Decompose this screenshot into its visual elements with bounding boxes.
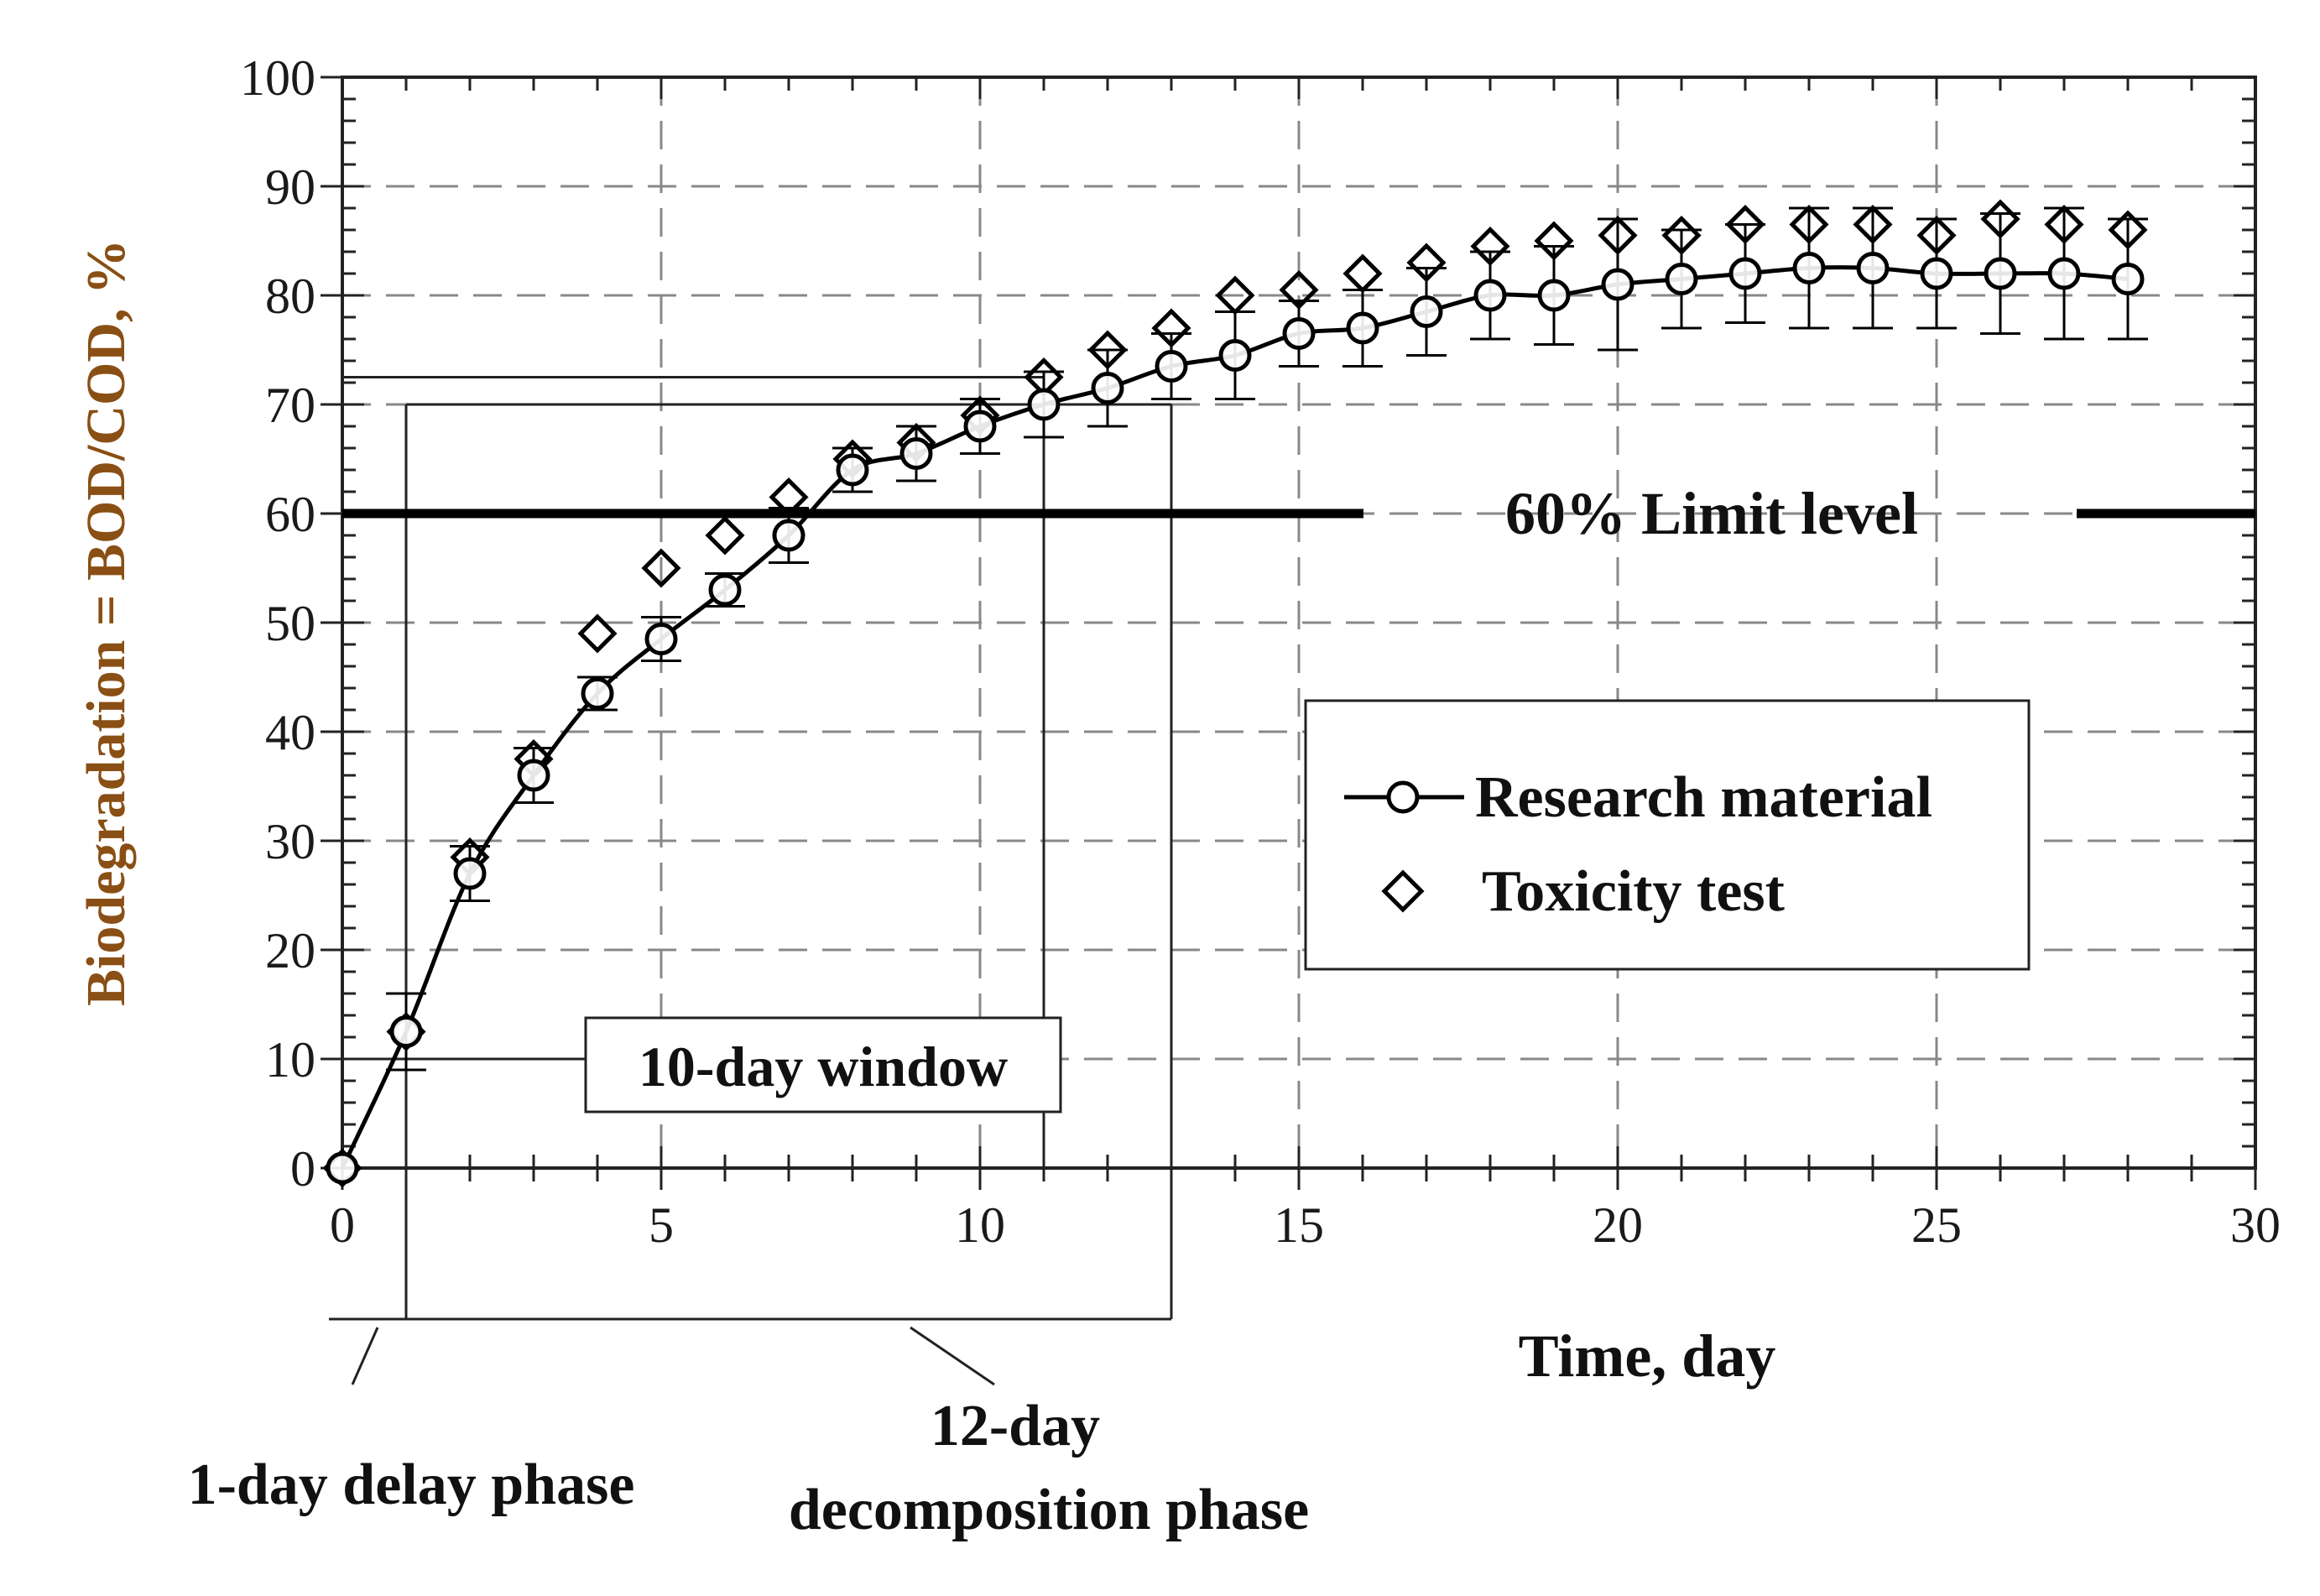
- grid: [342, 77, 2255, 1168]
- x-tick-label: 15: [1274, 1197, 1324, 1253]
- research-point: [453, 857, 487, 890]
- research-point: [1091, 372, 1124, 404]
- y-tick-label: 10: [265, 1032, 315, 1087]
- toxicity-point: [1598, 215, 1638, 256]
- toxicity-point: [769, 477, 809, 518]
- legend-toxicity-label: Toxicity test: [1482, 859, 1785, 924]
- window-label: 10-day window: [639, 1035, 1008, 1098]
- legend-toxicity-marker: [1381, 869, 1425, 913]
- research-point: [1155, 350, 1188, 383]
- toxicity-point: [1279, 269, 1319, 310]
- toxicity-point: [2108, 210, 2148, 250]
- toxicity-point: [1725, 204, 1765, 245]
- y-tick-label: 20: [265, 923, 315, 978]
- research-point: [1027, 388, 1061, 421]
- research-point: [517, 759, 550, 792]
- research-point: [581, 677, 614, 710]
- research-point: [1473, 279, 1507, 312]
- decomposition-pointer: [910, 1326, 995, 1386]
- y-tick-label: 100: [240, 50, 315, 106]
- research-point: [1282, 317, 1316, 350]
- research-point: [1984, 257, 2017, 290]
- y-tick-label: 80: [265, 269, 315, 324]
- research-point: [1665, 263, 1698, 295]
- decomposition-label-line1: 12-day: [931, 1394, 1100, 1458]
- research-point: [963, 409, 997, 443]
- legend-box: [1304, 699, 2031, 971]
- y-tick-label: 70: [265, 378, 315, 433]
- research-point: [1728, 257, 1762, 290]
- research-point: [2111, 263, 2145, 295]
- x-tick-label: 5: [649, 1197, 674, 1253]
- toxicity-point: [1661, 215, 1702, 256]
- research-point: [1601, 268, 1634, 301]
- y-tick-label: 50: [265, 596, 315, 651]
- delay-pointer: [351, 1327, 379, 1385]
- y-tick-label: 0: [290, 1141, 315, 1197]
- y-axis-title: Biodegradation = BOD/COD, %: [76, 239, 137, 1006]
- toxicity-point: [1853, 204, 1893, 245]
- research-point: [1410, 295, 1443, 328]
- toxicity-point: [1789, 204, 1829, 245]
- research-point: [2047, 257, 2081, 290]
- x-axis-title: Time, day: [1519, 1322, 1776, 1390]
- toxicity-point: [1342, 253, 1383, 294]
- limit-label: 60% Limit level: [1505, 480, 1918, 547]
- y-tick-label: 60: [265, 487, 315, 542]
- x-tick-label: 25: [1911, 1197, 1962, 1253]
- toxicity-point: [1534, 221, 1574, 261]
- toxicity-point: [1406, 243, 1447, 283]
- research-point: [326, 1151, 359, 1185]
- x-tick-label: 30: [2230, 1197, 2281, 1253]
- toxicity-point: [1916, 215, 1957, 256]
- research-point: [1346, 311, 1379, 345]
- research-material-markers: [326, 252, 2145, 1185]
- x-tick-label: 10: [955, 1197, 1005, 1253]
- toxicity-point: [577, 613, 618, 654]
- toxicity-point: [641, 548, 681, 588]
- delay-phase-label: 1-day delay phase: [188, 1453, 635, 1517]
- research-point: [1792, 252, 1826, 284]
- y-tick-label: 30: [265, 814, 315, 869]
- research-point: [1920, 257, 1953, 290]
- research-point: [772, 519, 805, 552]
- toxicity-point: [1151, 308, 1191, 348]
- research-point: [1856, 252, 1890, 284]
- toxicity-point: [1470, 226, 1510, 267]
- y-tick-label: 90: [265, 159, 315, 215]
- research-point: [1537, 279, 1571, 312]
- research-point: [389, 1015, 423, 1048]
- toxicity-point: [705, 515, 745, 555]
- toxicity-point: [1087, 330, 1128, 370]
- decomposition-label-line2: decomposition phase: [789, 1478, 1309, 1542]
- legend-research-marker: [1386, 780, 1420, 814]
- research-point: [899, 437, 933, 470]
- research-point: [644, 623, 678, 655]
- toxicity-point: [2044, 204, 2084, 245]
- research-point: [708, 573, 742, 607]
- toxicity-point: [1215, 275, 1255, 316]
- legend-research-label: Research material: [1475, 765, 1932, 830]
- window-label-box: [584, 1016, 1062, 1114]
- research-point: [1218, 339, 1252, 372]
- x-tick-label: 20: [1593, 1197, 1643, 1253]
- y-tick-label: 40: [265, 705, 315, 760]
- toxicity-point: [1980, 199, 2020, 239]
- research-point: [836, 453, 869, 487]
- tick-labels: 0 5 10 15 20 25 30 0 10 20 30 40 50 60 70 80 90 100: [240, 50, 2281, 1253]
- x-tick-label: 0: [330, 1197, 355, 1253]
